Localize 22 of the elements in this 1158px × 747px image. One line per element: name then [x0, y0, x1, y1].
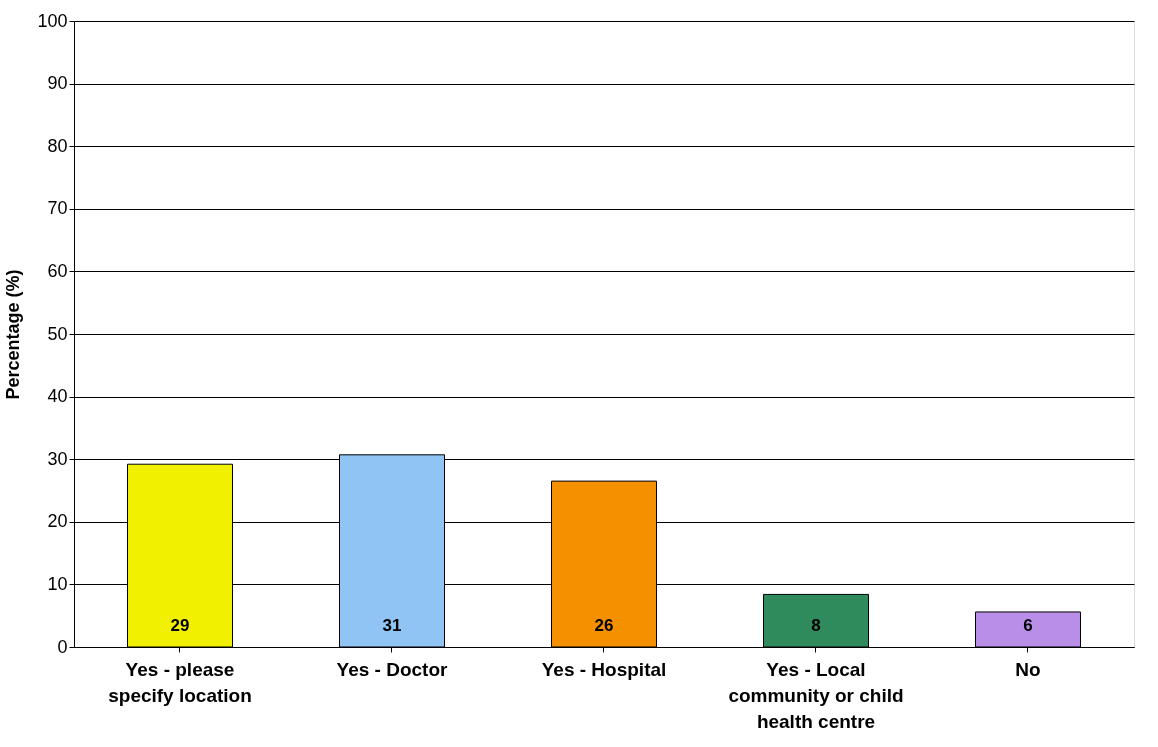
x-tick-label: Yes - Doctor	[336, 658, 449, 680]
y-axis-title: Percentage (%)	[3, 269, 24, 400]
data-label: 6	[1023, 616, 1033, 635]
x-tick-label: Yes - please specify location	[108, 658, 252, 706]
y-tick-label: 50	[47, 323, 68, 344]
data-label: 8	[811, 616, 821, 635]
x-tick-label: Yes - Local community or child health centre	[728, 658, 904, 732]
y-tick-label: 0	[57, 636, 68, 657]
y-tick-label: 80	[47, 135, 68, 156]
y-tick-label: 70	[47, 198, 68, 219]
x-tick-label: No	[1015, 658, 1041, 680]
y-tick-label: 90	[47, 73, 68, 94]
y-tick-label: 20	[47, 511, 68, 532]
y-tick-label: 60	[47, 260, 68, 281]
data-label: 31	[382, 616, 402, 635]
data-label: 29	[170, 616, 190, 635]
data-label: 26	[594, 616, 614, 635]
y-tick-label: 10	[47, 573, 68, 594]
y-tick-label: 100	[37, 10, 68, 31]
y-tick-label: 40	[47, 386, 68, 407]
x-tick-label: Yes - Hospital	[541, 658, 667, 680]
y-tick-label: 30	[47, 448, 68, 469]
